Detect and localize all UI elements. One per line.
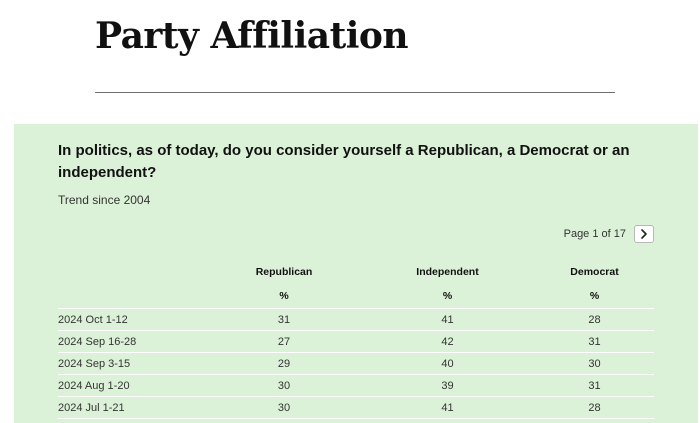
- table-row: 2024 Jul 1-21 30 41 28: [58, 396, 654, 419]
- table-row: 2024 Aug 1-20 30 39 31: [58, 374, 654, 397]
- unit-date: [58, 284, 208, 309]
- independent-cell: 41: [360, 396, 535, 419]
- republican-cell: 29: [208, 352, 360, 375]
- date-cell: 2024 Jul 1-21: [58, 396, 208, 419]
- table-row: 2024 Sep 3-15 29 40 30: [58, 352, 654, 375]
- democrat-cell: 28: [535, 308, 654, 331]
- unit-independent: %: [360, 284, 535, 309]
- trend-subtitle: Trend since 2004: [58, 193, 151, 207]
- republican-cell: 27: [208, 330, 360, 353]
- date-cell: 2024 Sep 16-28: [58, 330, 208, 353]
- republican-cell: 30: [208, 374, 360, 397]
- independent-cell: 42: [360, 330, 535, 353]
- table-header-row: Republican Independent Democrat: [58, 260, 654, 284]
- unit-republican: %: [208, 284, 360, 309]
- date-cell: 2024 Aug 1-20: [58, 374, 208, 397]
- poll-question: In politics, as of today, do you conside…: [58, 142, 630, 181]
- page-title: Party Affiliation: [95, 15, 409, 57]
- chevron-right-icon: [641, 229, 647, 239]
- republican-cell: 30: [208, 396, 360, 419]
- column-header-republican: Republican: [255, 266, 313, 278]
- table-unit-row: % % %: [58, 284, 654, 309]
- independent-cell: 39: [360, 374, 535, 397]
- poll-panel: In politics, as of today, do you conside…: [14, 124, 698, 423]
- table-row: 2024 Sep 16-28 27 42 31: [58, 330, 654, 353]
- democrat-cell: 28: [535, 396, 654, 419]
- democrat-cell: 30: [535, 352, 654, 375]
- unit-democrat: %: [535, 284, 654, 309]
- date-cell: 2024 Sep 3-15: [58, 352, 208, 375]
- pagination: Page 1 of 17: [564, 225, 654, 243]
- next-page-button[interactable]: [634, 225, 654, 243]
- democrat-cell: 31: [535, 374, 654, 397]
- democrat-cell: 31: [535, 330, 654, 353]
- column-header-date: [58, 260, 208, 284]
- table-row: 2024 Oct 1-12 31 41 28: [58, 308, 654, 331]
- date-cell: 2024 Oct 1-12: [58, 308, 208, 331]
- independent-cell: 40: [360, 352, 535, 375]
- party-affiliation-table: Republican Independent Democrat % % % 20…: [58, 260, 654, 419]
- page-indicator: Page 1 of 17: [563, 228, 626, 240]
- column-header-democrat: Democrat: [570, 266, 619, 278]
- title-divider: [95, 92, 615, 93]
- column-header-independent: Independent: [416, 266, 479, 278]
- republican-cell: 31: [208, 308, 360, 331]
- independent-cell: 41: [360, 308, 535, 331]
